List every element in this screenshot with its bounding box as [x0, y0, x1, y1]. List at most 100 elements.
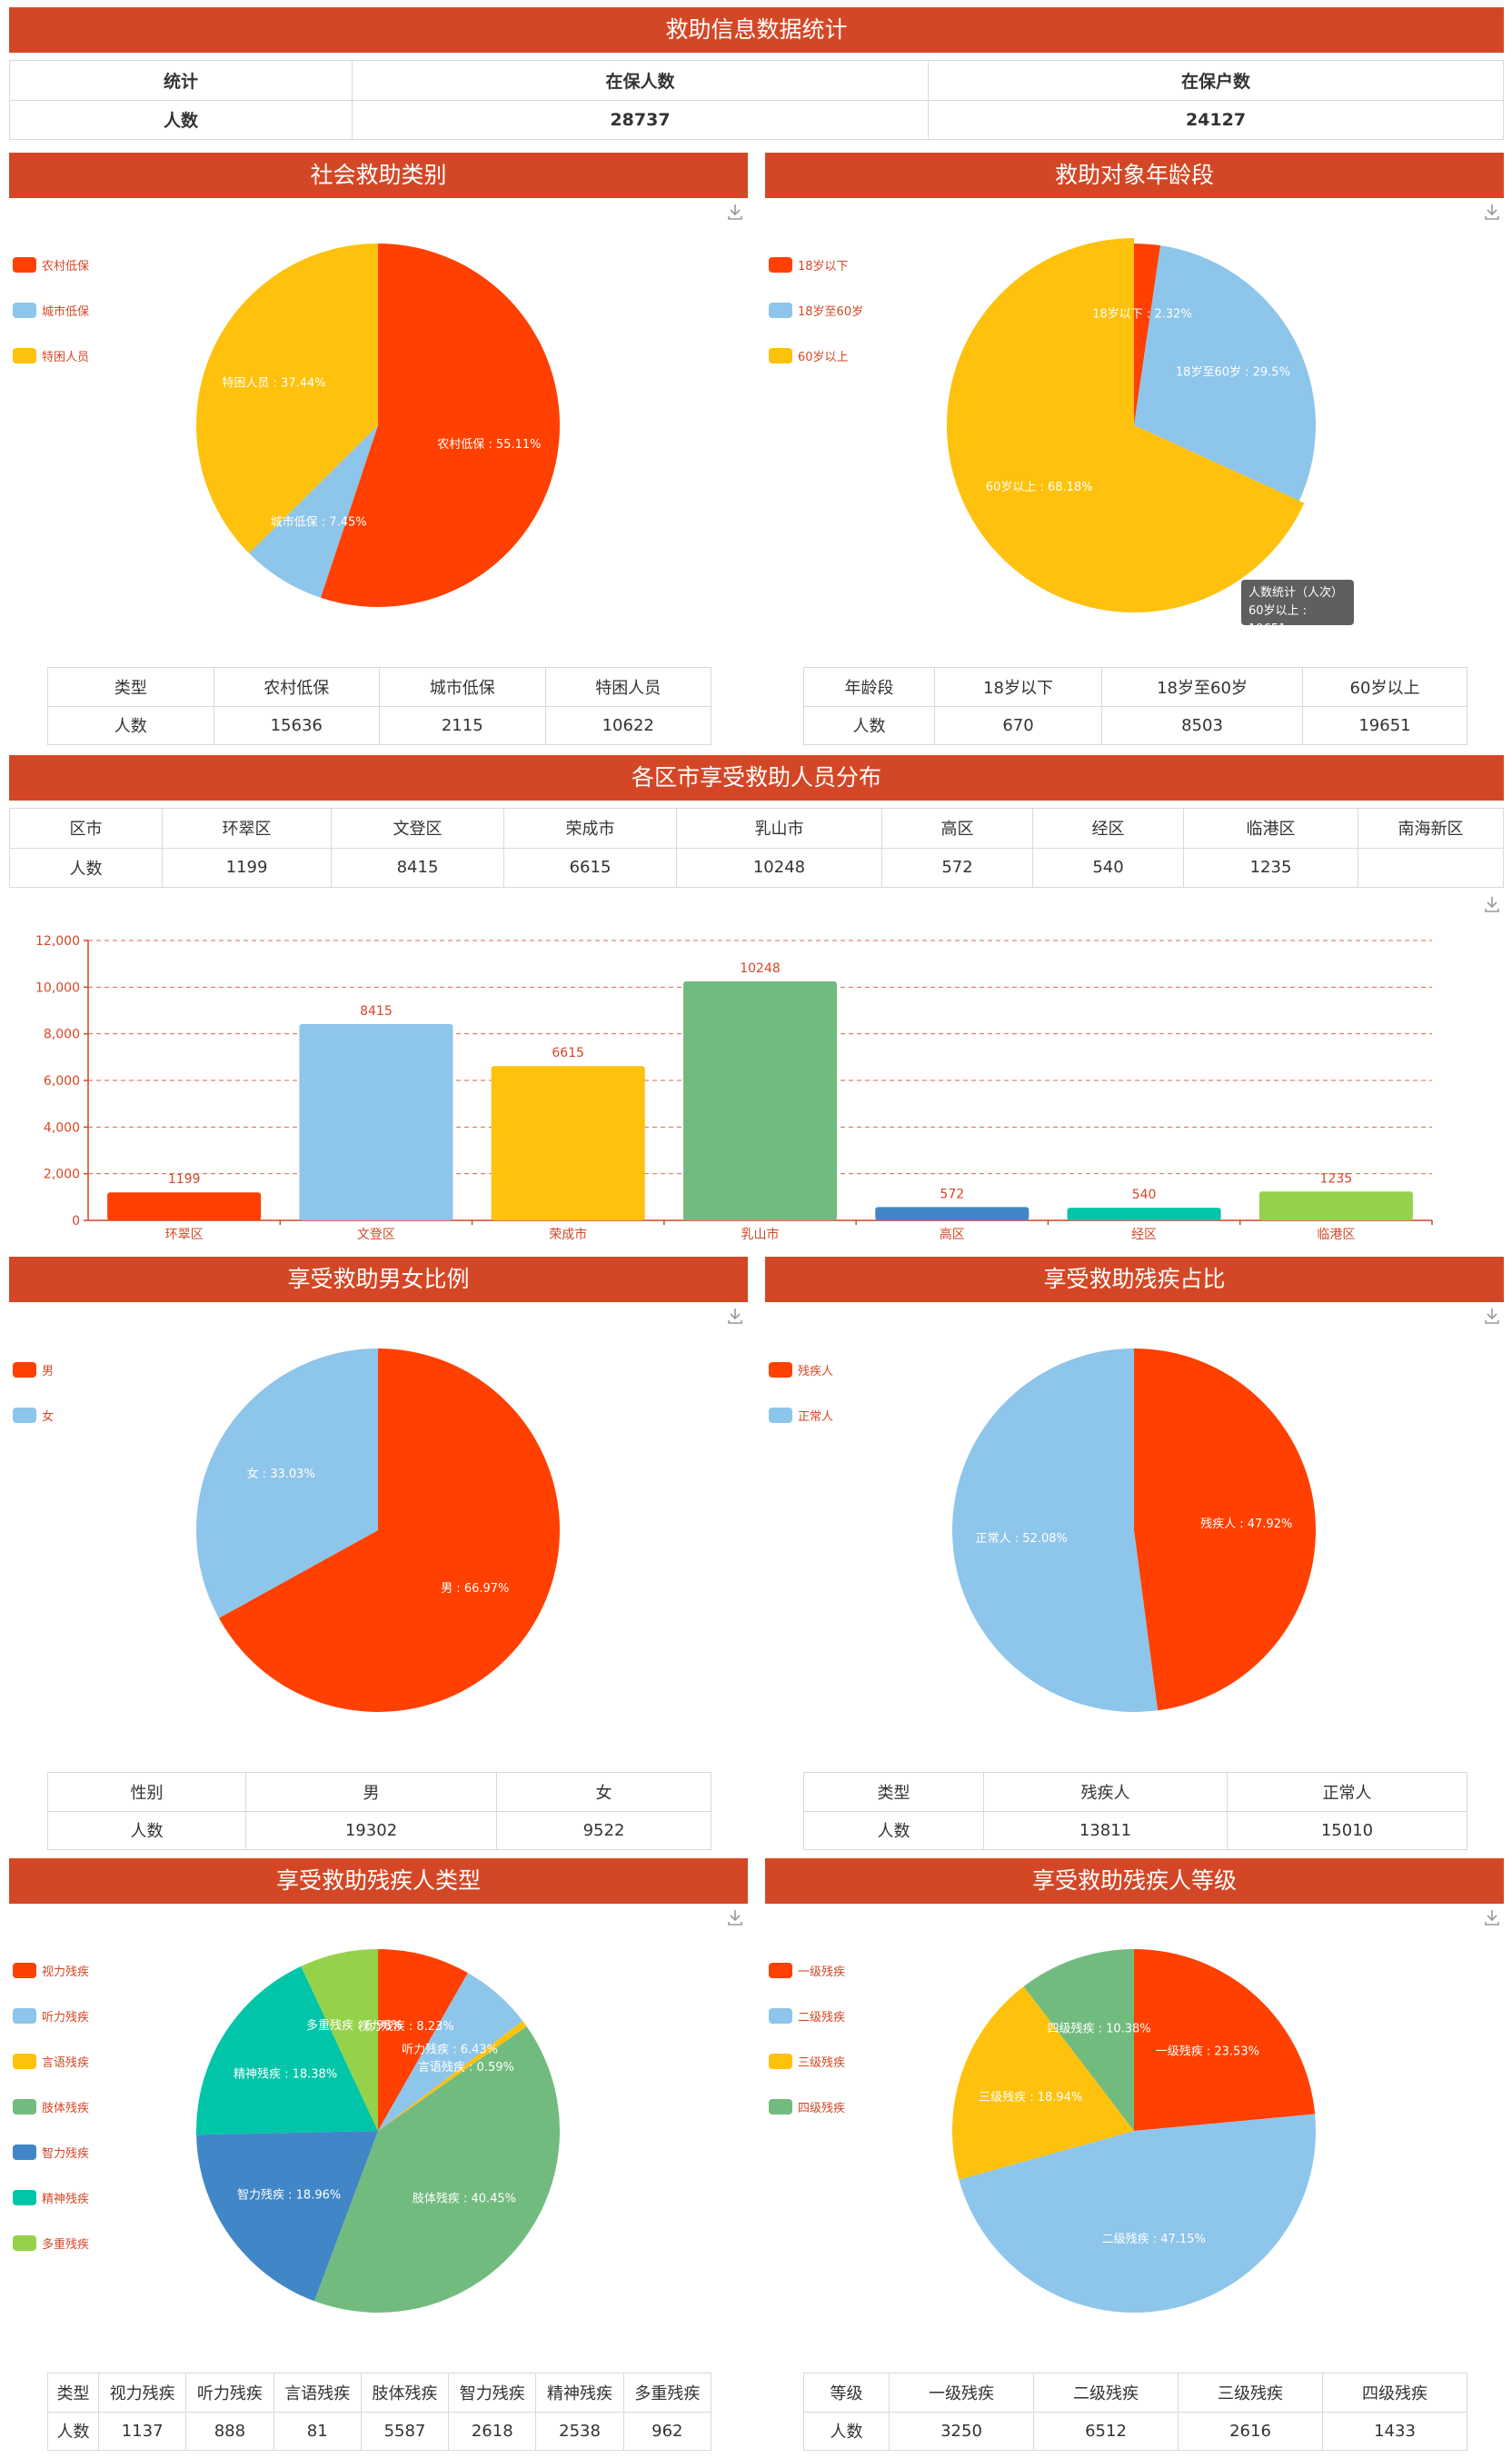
- table-header-cell: 18岁以下: [934, 667, 1102, 707]
- pie-slice[interactable]: [378, 2021, 527, 2131]
- pie-slice[interactable]: [218, 1348, 560, 1712]
- legend-label: 18岁以下: [798, 259, 849, 274]
- legend-item[interactable]: 肢体残疾: [13, 2096, 89, 2116]
- legend-item[interactable]: 精神残疾: [13, 2187, 89, 2207]
- legend-item[interactable]: 智力残疾: [13, 2142, 89, 2162]
- pie-slice[interactable]: [1134, 245, 1316, 502]
- pie-slice[interactable]: [313, 2025, 560, 2313]
- pie-slice[interactable]: [196, 2131, 378, 2302]
- bar[interactable]: [682, 980, 838, 1220]
- y-tick-label: 2,000: [44, 1168, 80, 1182]
- pie-data-label: 言语残疾 : 0.59%: [418, 2061, 514, 2075]
- legend-swatch: [13, 2189, 36, 2205]
- pie-slice[interactable]: [1134, 1949, 1316, 2131]
- legend-item[interactable]: 男: [13, 1359, 54, 1379]
- pie-slice[interactable]: [952, 1986, 1134, 2180]
- summary-value-cell: 28737: [352, 99, 929, 140]
- download-icon[interactable]: [1482, 1907, 1502, 1927]
- legend-label: 肢体残疾: [42, 2101, 90, 2115]
- table-value-cell: 9522: [496, 1810, 711, 1850]
- age-table: 年龄段 18岁以下 18岁至60岁 60岁以上 人数 670 8503 1965…: [803, 667, 1467, 745]
- aid-type-legend: 农村低保城市低保特困人员: [13, 254, 194, 365]
- table-header-cell: 智力残疾: [448, 2373, 537, 2413]
- legend-label: 言语残疾: [42, 2055, 90, 2070]
- legend-item[interactable]: 残疾人: [769, 1359, 833, 1379]
- legend-label: 四级残疾: [798, 2101, 846, 2115]
- legend-item[interactable]: 正常人: [769, 1405, 833, 1425]
- legend-item[interactable]: 言语残疾: [13, 2051, 89, 2071]
- bar[interactable]: [491, 1066, 645, 1220]
- pie-slice[interactable]: [959, 2114, 1316, 2313]
- legend-item[interactable]: 三级残疾: [769, 2051, 845, 2071]
- pie-slice[interactable]: [301, 1949, 378, 2131]
- legend-item[interactable]: 二级残疾: [769, 2005, 845, 2025]
- table-value-cell: 6615: [503, 847, 677, 888]
- legend-item[interactable]: 18岁至60岁: [769, 300, 863, 320]
- table-header-cell: 荣成市: [503, 808, 677, 849]
- bar[interactable]: [107, 1192, 262, 1220]
- pie-slice[interactable]: [947, 238, 1305, 612]
- disability-share-pie: 残疾人 : 47.92% 正常人 : 52.08%: [952, 1348, 1316, 1712]
- legend-swatch: [13, 302, 36, 318]
- download-icon[interactable]: [1482, 894, 1502, 914]
- legend-item[interactable]: 60岁以上: [769, 345, 849, 365]
- pie-slice[interactable]: [378, 1973, 523, 2131]
- legend-item[interactable]: 四级残疾: [769, 2096, 845, 2116]
- download-icon[interactable]: [1482, 1306, 1502, 1326]
- pie-slice[interactable]: [196, 244, 378, 553]
- gender-title: 享受救助男女比例: [9, 1257, 748, 1302]
- bar[interactable]: [1067, 1208, 1221, 1220]
- gender-legend: 男女: [13, 1359, 194, 1432]
- table-header-cell: 南海新区: [1358, 808, 1504, 849]
- district-bar-chart: 0 2,000 4,000 6,000 8,000 10,000 12,000 1199 环翠区…: [35, 934, 1433, 1242]
- download-icon[interactable]: [725, 1306, 745, 1326]
- bar[interactable]: [1258, 1191, 1413, 1220]
- pie-slice[interactable]: [249, 425, 378, 598]
- pie-data-label: 肢体残疾 : 40.45%: [413, 2191, 516, 2205]
- table-header-cell: 城市低保: [379, 667, 546, 707]
- table-value-cell: 19651: [1302, 705, 1467, 745]
- table-value-cell: 3250: [889, 2411, 1034, 2451]
- download-icon[interactable]: [725, 202, 745, 222]
- legend-item[interactable]: 多重残疾: [13, 2233, 89, 2253]
- summary-header-cell: 在保户数: [928, 60, 1504, 101]
- legend-swatch: [13, 256, 36, 273]
- legend-item[interactable]: 农村低保: [13, 254, 89, 274]
- legend-item[interactable]: 一级残疾: [769, 1960, 845, 1980]
- download-icon[interactable]: [1482, 202, 1502, 222]
- disability-level-title: 享受救助残疾人等级: [765, 1858, 1504, 1904]
- legend-item[interactable]: 18岁以下: [769, 254, 849, 274]
- pie-slice[interactable]: [1134, 1348, 1316, 1711]
- bar[interactable]: [299, 1024, 453, 1220]
- pie-slice[interactable]: [1134, 244, 1161, 425]
- pie-slice[interactable]: [196, 1348, 378, 1618]
- pie-slice[interactable]: [1023, 1949, 1134, 2131]
- table-value-cell: 13811: [983, 1810, 1228, 1850]
- legend-swatch: [769, 302, 792, 318]
- x-tick-label: 乳山市: [741, 1227, 780, 1242]
- table-value-cell: 2618: [448, 2411, 537, 2451]
- bar-value-label: 540: [1132, 1188, 1157, 1202]
- bar[interactable]: [875, 1207, 1030, 1220]
- table-header-cell: 类型: [47, 667, 214, 707]
- download-icon[interactable]: [725, 1907, 745, 1927]
- legend-item[interactable]: 女: [13, 1405, 54, 1425]
- pie-slice[interactable]: [378, 1949, 468, 2131]
- legend-item[interactable]: 视力残疾: [13, 1960, 89, 1980]
- legend-item[interactable]: 城市低保: [13, 300, 89, 320]
- disability-type-title: 享受救助残疾人类型: [9, 1858, 748, 1904]
- pie-slice[interactable]: [320, 244, 560, 607]
- legend-label: 城市低保: [42, 304, 90, 319]
- pie-data-label: 四级残疾 : 10.38%: [1047, 2022, 1150, 2035]
- pie-slice[interactable]: [196, 1965, 378, 2135]
- table-value-cell: 2538: [535, 2411, 624, 2451]
- pie-slice[interactable]: [952, 1348, 1159, 1712]
- y-tick-label: 6,000: [44, 1074, 80, 1089]
- legend-item[interactable]: 特困人员: [13, 345, 89, 365]
- y-tick-label: 8,000: [44, 1028, 80, 1042]
- disability-share-table: 类型 残疾人 正常人 人数 13811 15010: [803, 1772, 1467, 1850]
- legend-label: 正常人: [798, 1409, 834, 1424]
- aid-type-pie: 农村低保 : 55.11% 城市低保 : 7.45% 特困人员 : 37.44%: [196, 244, 560, 607]
- legend-item[interactable]: 听力残疾: [13, 2005, 89, 2025]
- table-value-cell: 1137: [97, 2411, 187, 2451]
